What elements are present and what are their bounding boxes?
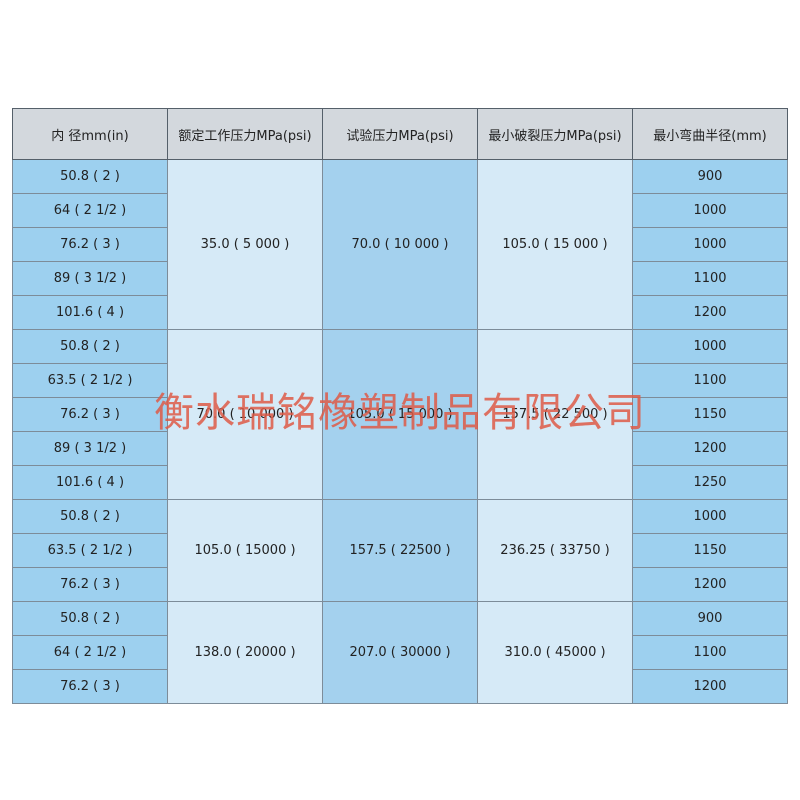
row: 64 ( 2 1/2 ) 1100 (12, 635, 788, 670)
row: 89 ( 3 1/2 ) 1200 (12, 431, 788, 466)
burst-pressure: 310.0 ( 45000 ) (477, 601, 633, 704)
inner-diameter: 76.2 ( 3 ) (12, 397, 168, 432)
bend-radius: 1000 (632, 227, 788, 262)
header-cell: 试验压力MPa(psi) (322, 108, 478, 160)
row: 50.8 ( 2 ) 70.0 ( 10 000 ) 105.0 ( 15 000 … (12, 329, 788, 500)
bend-radius: 900 (632, 601, 788, 636)
row: 101.6 ( 4 ) 1250 (12, 465, 788, 500)
inner-diameter: 50.8 ( 2 ) (12, 159, 168, 194)
row: 50.8 ( 2 ) 105.0 ( 15000 ) 157.5 ( 22500 )… (12, 499, 788, 602)
inner-diameter: 101.6 ( 4 ) (12, 295, 168, 330)
row: 101.6 ( 4 ) 1200 (12, 295, 788, 330)
working-pressure: 35.0 ( 5 000 ) (167, 159, 323, 330)
row: 76.2 ( 3 ) 1200 (12, 669, 788, 704)
header-row: 内 径mm(in) 额定工作压力MPa(psi) 试验压力MPa(psi) 最小破裂压… (12, 108, 788, 160)
inner-diameter: 63.5 ( 2 1/2 ) (12, 363, 168, 398)
inner-diameter: 64 ( 2 1/2 ) (12, 635, 168, 670)
row: 64 ( 2 1/2 ) 1000 (12, 193, 788, 228)
inner-diameter: 63.5 ( 2 1/2 ) (12, 533, 168, 568)
burst-pressure: 105.0 ( 15 000 ) (477, 159, 633, 330)
inner-diameter: 50.8 ( 2 ) (12, 601, 168, 636)
test-pressure: 207.0 ( 30000 ) (322, 601, 478, 704)
row: 50.8 ( 2 ) 138.0 ( 20000 ) 207.0 ( 30000 )… (12, 601, 788, 704)
row: 76.2 ( 3 ) 1200 (12, 567, 788, 602)
burst-pressure: 236.25 ( 33750 ) (477, 499, 633, 602)
inner-diameter: 89 ( 3 1/2 ) (12, 261, 168, 296)
inner-diameter: 64 ( 2 1/2 ) (12, 193, 168, 228)
bend-radius: 1100 (632, 635, 788, 670)
test-pressure: 70.0 ( 10 000 ) (322, 159, 478, 330)
burst-pressure: 157.5 ( 22 500 ) (477, 329, 633, 500)
bend-radius: 900 (632, 159, 788, 194)
inner-diameter: 50.8 ( 2 ) (12, 329, 168, 364)
working-pressure: 138.0 ( 20000 ) (167, 601, 323, 704)
header-cell: 额定工作压力MPa(psi) (167, 108, 323, 160)
inner-diameter: 76.2 ( 3 ) (12, 669, 168, 704)
inner-diameter: 76.2 ( 3 ) (12, 567, 168, 602)
bend-radius: 1200 (632, 431, 788, 466)
header-cell: 最小破裂压力MPa(psi) (477, 108, 633, 160)
bend-radius: 1100 (632, 363, 788, 398)
inner-diameter: 76.2 ( 3 ) (12, 227, 168, 262)
inner-diameter: 89 ( 3 1/2 ) (12, 431, 168, 466)
row: 89 ( 3 1/2 ) 1100 (12, 261, 788, 296)
bend-radius: 1000 (632, 193, 788, 228)
working-pressure: 105.0 ( 15000 ) (167, 499, 323, 602)
bend-radius: 1150 (632, 397, 788, 432)
inner-diameter: 50.8 ( 2 ) (12, 499, 168, 534)
bend-radius: 1250 (632, 465, 788, 500)
bend-radius: 1200 (632, 295, 788, 330)
bend-radius: 1150 (632, 533, 788, 568)
working-pressure: 70.0 ( 10 000 ) (167, 329, 323, 500)
row: 63.5 ( 2 1/2 ) 1100 (12, 363, 788, 398)
bend-radius: 1000 (632, 329, 788, 364)
bend-radius: 1200 (632, 669, 788, 704)
row: 50.8 ( 2 ) 35.0 ( 5 000 ) 70.0 ( 10 000 ) 1… (12, 159, 788, 330)
spec-table: 内 径mm(in) 额定工作压力MPa(psi) 试验压力MPa(psi) 最小破裂压… (12, 108, 788, 704)
test-pressure: 105.0 ( 15 000 ) (322, 329, 478, 500)
header-cell: 最小弯曲半径(mm) (632, 108, 788, 160)
bend-radius: 1100 (632, 261, 788, 296)
row: 76.2 ( 3 ) 1150 (12, 397, 788, 432)
bend-radius: 1200 (632, 567, 788, 602)
bend-radius: 1000 (632, 499, 788, 534)
inner-diameter: 101.6 ( 4 ) (12, 465, 168, 500)
header-cell: 内 径mm(in) (12, 108, 168, 160)
test-pressure: 157.5 ( 22500 ) (322, 499, 478, 602)
